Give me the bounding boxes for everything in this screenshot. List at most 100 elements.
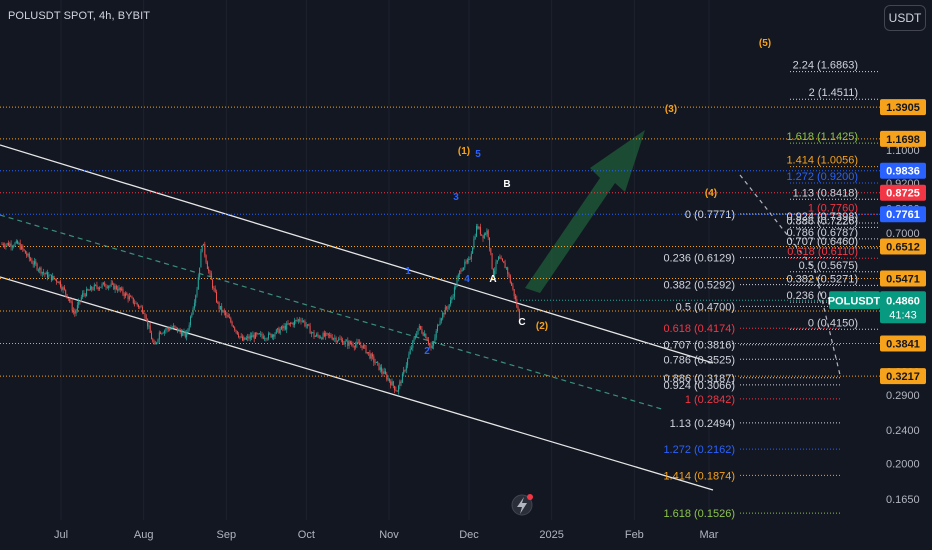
fib-ext-label: 0.382 (0.5271) [786, 273, 858, 285]
candle-body [385, 371, 386, 374]
candle-body [13, 246, 15, 247]
candle-body [41, 272, 43, 274]
candle-body [443, 312, 445, 315]
candle-body [352, 344, 354, 347]
candle-body [453, 287, 455, 297]
fib-ext-label: 2 (1.4511) [809, 87, 858, 99]
wave-label: 5 [475, 149, 481, 160]
candle-body [174, 325, 176, 327]
candle-body [74, 311, 76, 314]
candle-body [288, 323, 290, 325]
candle-body [403, 370, 405, 374]
price-badge [880, 99, 926, 116]
candle-body [177, 327, 178, 332]
candle-body [140, 306, 142, 308]
candle-body [515, 296, 516, 299]
candle-body [73, 310, 74, 312]
price-badge [880, 184, 926, 201]
candle-body [122, 288, 124, 294]
fib-ext-label: 1.414 (1.0056) [786, 155, 858, 167]
price-badge-label: 0.3841 [886, 338, 920, 350]
candle-body [500, 258, 502, 260]
candle-body [478, 226, 480, 229]
price-badge-label: 0.5471 [886, 273, 920, 285]
candle-body [56, 279, 58, 282]
candle-body [452, 296, 454, 298]
candle-body [507, 267, 509, 274]
candle-body [112, 283, 113, 285]
candle-body [448, 304, 450, 309]
candle-body [109, 285, 111, 287]
candle-body [386, 373, 388, 380]
candle-body [60, 281, 61, 288]
candle-body [102, 282, 104, 284]
candle-body [93, 284, 95, 290]
candle-body [261, 333, 263, 337]
candle-body [364, 345, 366, 346]
candle-body [308, 324, 310, 326]
candle-body [344, 341, 346, 344]
candle-body [32, 263, 34, 265]
candle-body [97, 287, 99, 290]
candle-body [164, 330, 165, 333]
candle-body [9, 243, 11, 246]
candle-body [143, 312, 145, 314]
candle-body [184, 331, 186, 338]
candle-body [264, 338, 266, 340]
candle-body [346, 340, 347, 342]
candle-body [141, 307, 143, 313]
candle-body [156, 342, 158, 344]
candle-body [282, 326, 284, 329]
candle-body [457, 274, 459, 280]
candle-body [271, 334, 273, 338]
candle-body [437, 325, 438, 332]
candle-body [498, 256, 500, 261]
candle-body [89, 286, 91, 291]
current-price-badge [880, 291, 926, 324]
replay-lightning-icon[interactable] [511, 494, 533, 516]
candle-body [139, 306, 141, 308]
wave-label: C [518, 317, 525, 328]
candle-body [88, 290, 90, 292]
candle-body [377, 361, 379, 363]
candle-body [408, 354, 410, 359]
candle-body [71, 301, 73, 311]
price-badge-label: 0.3217 [886, 371, 920, 383]
candle-body [292, 322, 294, 326]
candle-body [305, 325, 307, 327]
candle-body [269, 333, 271, 335]
candle-body [494, 270, 496, 276]
candle-body [513, 289, 515, 297]
candle-body [487, 230, 489, 238]
candle-body [421, 329, 423, 334]
candle-body [275, 329, 277, 334]
candle-body [166, 327, 168, 330]
price-badge-label: 0.8725 [886, 188, 920, 200]
horizontal-levels [0, 106, 880, 377]
candle-body [171, 327, 173, 329]
candle-body [477, 226, 479, 229]
candle-body [236, 331, 238, 335]
candle-body [67, 298, 69, 299]
candle-body [482, 235, 484, 239]
fib-ext-label: 0.924 (0.7398) [786, 211, 858, 223]
wave-label: (3) [665, 104, 677, 115]
fib-ext-label: 0.707 (0.6460) [786, 236, 858, 248]
candle-body [323, 333, 325, 337]
candle-body [118, 287, 120, 291]
candle-body [465, 261, 467, 263]
candle-body [147, 318, 149, 327]
candle-body [405, 365, 407, 371]
candle-body [307, 324, 308, 326]
candle-body [95, 284, 97, 286]
candle-body [144, 313, 146, 318]
candle-body [173, 325, 175, 328]
fib-ext-label: 1.618 (1.1425) [786, 131, 858, 143]
candle-body [369, 352, 371, 359]
candle-body [190, 316, 191, 326]
currency-button[interactable]: USDT [884, 5, 926, 31]
candle-body [284, 325, 286, 330]
price-axis: 1.10000.92000.80000.70000.33000.29000.24… [828, 0, 932, 520]
fib-ret-label: 0.618 (0.4174) [663, 323, 735, 335]
